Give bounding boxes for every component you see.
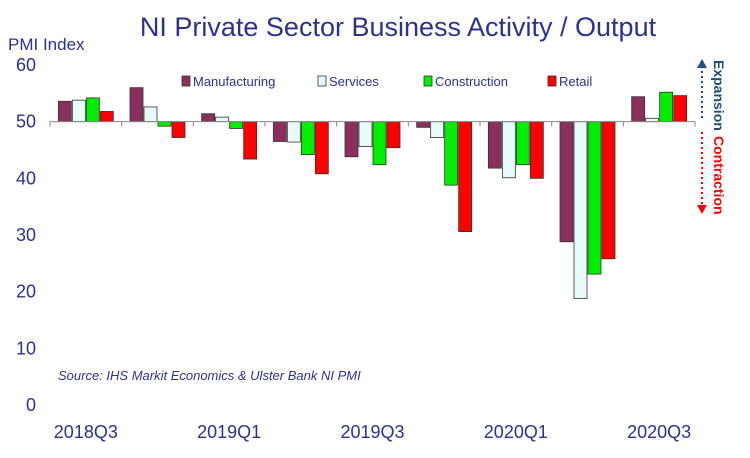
bar-construction-2020q2 [587, 121, 602, 275]
bar-retail-2020q2 [601, 121, 616, 260]
bar-services-2020q1 [501, 121, 516, 179]
legend-label-services: Services [329, 74, 379, 89]
expansion-arrowhead [697, 59, 707, 68]
bar-construction-2020q3 [659, 91, 674, 123]
x-tick-label: 2018Q3 [54, 422, 118, 442]
legend-label-retail: Retail [559, 74, 592, 89]
bar-manufacturing-2020q1 [487, 121, 502, 169]
bar-retail-2018q4 [171, 121, 186, 138]
legend-label-construction: Construction [435, 74, 508, 89]
x-axis: 2018Q3 2019Q1 2019Q3 2020Q1 2020Q3 [54, 422, 691, 442]
bar-services-2018q4 [143, 106, 158, 123]
y-tick-label: 60 [16, 55, 36, 75]
legend-swatch-services [317, 75, 327, 87]
contraction-arrowhead [697, 205, 707, 214]
bar-retail-2019q2 [314, 121, 329, 175]
bar-services-2018q3 [71, 99, 86, 123]
bar-retail-2018q3 [99, 111, 114, 123]
bar-services-2019q3 [358, 121, 373, 147]
y-tick-label: 50 [16, 112, 36, 132]
bar-construction-2019q1 [229, 121, 244, 129]
bar-retail-2019q4 [458, 121, 473, 232]
bar-retail-2020q1 [529, 121, 544, 179]
expansion-label: Expansion [711, 60, 727, 131]
chart-title: NI Private Sector Business Activity / Ou… [140, 12, 657, 42]
bar-construction-2019q3 [372, 121, 387, 166]
bar-manufacturing-2019q4 [416, 121, 431, 128]
bar-construction-2019q2 [300, 121, 315, 155]
bar-manufacturing-2019q2 [272, 121, 287, 142]
bar-construction-2018q4 [157, 121, 172, 127]
bar-construction-2019q4 [444, 121, 459, 186]
legend: Manufacturing Services Construction Retail [181, 74, 592, 89]
bar-manufacturing-2018q4 [129, 87, 144, 123]
bar-services-2019q2 [286, 121, 301, 143]
source-note: Source: IHS Markit Economics & Ulster Ba… [58, 368, 361, 383]
expansion-indicator: Expansion [697, 59, 727, 131]
bar-construction-2018q3 [85, 97, 100, 123]
bar-services-2020q2 [573, 121, 588, 299]
x-tick-label: 2020Q1 [484, 422, 548, 442]
legend-swatch-manufacturing [181, 75, 191, 87]
contraction-label: Contraction [711, 136, 727, 215]
y-axis-label: PMI Index [8, 35, 85, 54]
bar-retail-2019q1 [243, 121, 258, 160]
legend-swatch-construction [423, 75, 433, 87]
bar-manufacturing-2019q1 [201, 113, 216, 123]
legend-swatch-retail [547, 75, 557, 87]
y-axis: 0 10 20 30 40 50 60 [16, 55, 36, 415]
legend-label-manufacturing: Manufacturing [193, 74, 275, 89]
y-tick-label: 40 [16, 168, 36, 188]
bars [49, 87, 696, 299]
bar-manufacturing-2019q3 [344, 121, 359, 158]
y-tick-label: 30 [16, 225, 36, 245]
y-tick-label: 0 [26, 395, 36, 415]
bar-manufacturing-2020q3 [631, 96, 646, 123]
bar-services-2019q1 [215, 116, 230, 123]
bar-services-2020q3 [645, 117, 660, 123]
bar-services-2019q4 [430, 121, 445, 138]
bar-construction-2020q1 [515, 121, 530, 166]
bar-retail-2019q3 [386, 121, 401, 149]
x-tick-label: 2019Q3 [340, 422, 404, 442]
bar-manufacturing-2020q2 [559, 121, 574, 243]
bar-retail-2020q3 [673, 95, 688, 123]
contraction-indicator: Contraction [697, 132, 727, 215]
x-tick-label: 2019Q1 [197, 422, 261, 442]
y-tick-label: 10 [16, 338, 36, 358]
bar-manufacturing-2018q3 [57, 100, 72, 123]
y-tick-label: 20 [16, 282, 36, 302]
x-tick-label: 2020Q3 [627, 422, 691, 442]
